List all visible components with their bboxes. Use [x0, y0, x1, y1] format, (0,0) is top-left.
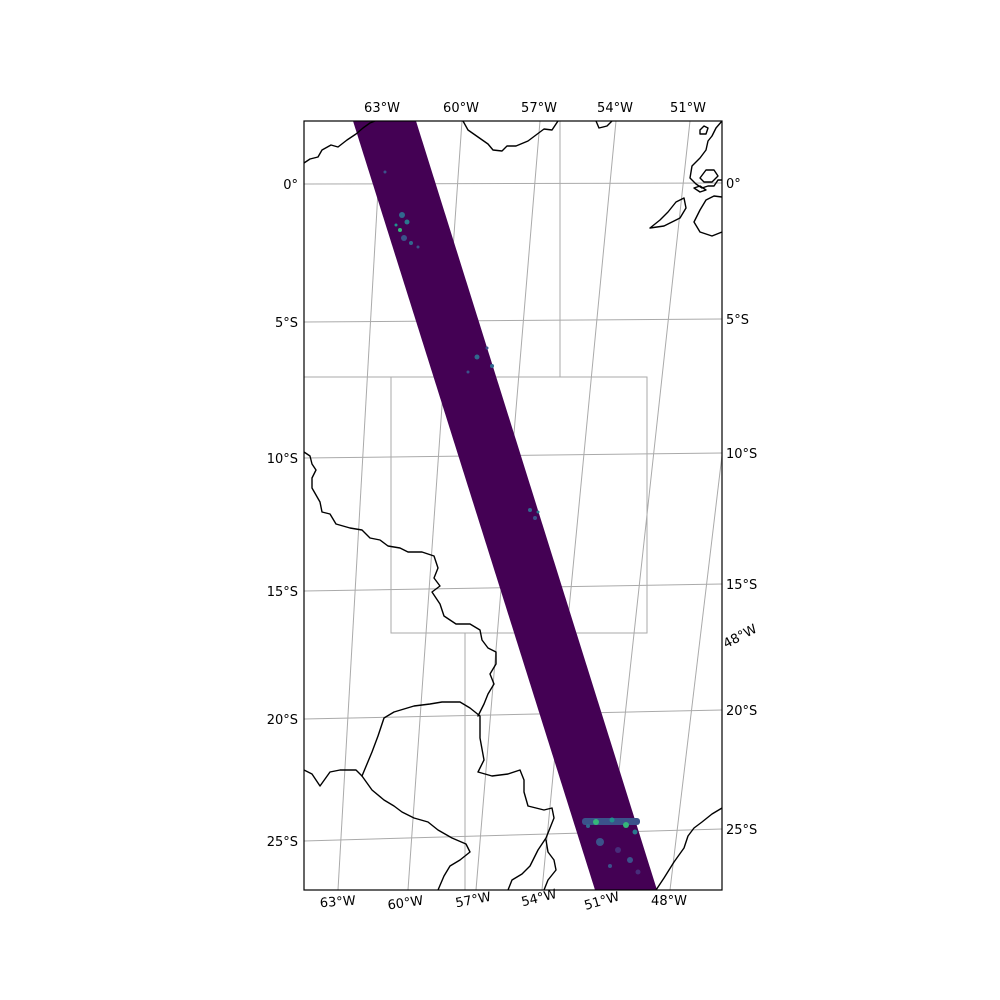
gridline-25s	[304, 828, 722, 842]
gridline-20s	[304, 709, 722, 720]
right-lat-labels: 0° 5°S 10°S 15°S 20°S 25°S 48°W	[721, 177, 760, 838]
satellite-swath	[353, 121, 657, 890]
right-label-48w: 48°W	[721, 622, 760, 652]
precip-cluster-1	[383, 170, 420, 249]
bottom-label-48w: 48°W	[651, 894, 687, 909]
top-lon-labels: 63°W 60°W 57°W 54°W 51°W	[364, 101, 706, 116]
gridline-63w	[337, 121, 383, 890]
bottom-label-60w: 60°W	[387, 894, 425, 914]
right-label-5s: 5°S	[726, 313, 749, 328]
left-label-25s: 25°S	[267, 835, 298, 850]
left-label-10s: 10°S	[267, 452, 298, 467]
left-label-5s: 5°S	[275, 316, 298, 331]
bottom-label-51w: 51°W	[583, 889, 622, 913]
precip-cluster-4	[582, 817, 640, 835]
coastlines	[304, 121, 722, 890]
bottom-label-63w: 63°W	[319, 894, 356, 911]
gridline-5s	[304, 318, 722, 323]
right-label-10s: 10°S	[726, 447, 757, 462]
right-label-0: 0°	[726, 177, 741, 192]
precip-cluster-3	[528, 508, 540, 520]
top-label-63w: 63°W	[364, 101, 400, 116]
left-label-15s: 15°S	[267, 585, 298, 600]
gridline-48w	[669, 451, 722, 890]
left-lat-labels: 0° 5°S 10°S 15°S 20°S 25°S	[267, 178, 298, 850]
map-frame	[303, 120, 723, 891]
top-label-54w: 54°W	[597, 101, 633, 116]
precip-cluster-5	[596, 838, 641, 875]
top-label-51w: 51°W	[670, 101, 706, 116]
left-label-20s: 20°S	[267, 713, 298, 728]
inset-box	[304, 121, 648, 890]
bottom-lon-labels: 63°W 60°W 57°W 54°W 51°W 48°W	[319, 887, 687, 914]
top-label-60w: 60°W	[443, 101, 479, 116]
bottom-label-57w: 57°W	[454, 890, 492, 912]
right-label-20s: 20°S	[726, 704, 757, 719]
top-label-57w: 57°W	[521, 101, 557, 116]
precip-cluster-2	[466, 346, 494, 374]
gridline-54w	[541, 121, 617, 890]
right-label-15s: 15°S	[726, 578, 757, 593]
gridline-51w	[605, 121, 691, 890]
right-label-25s: 25°S	[726, 823, 757, 838]
left-label-0: 0°	[283, 178, 298, 193]
